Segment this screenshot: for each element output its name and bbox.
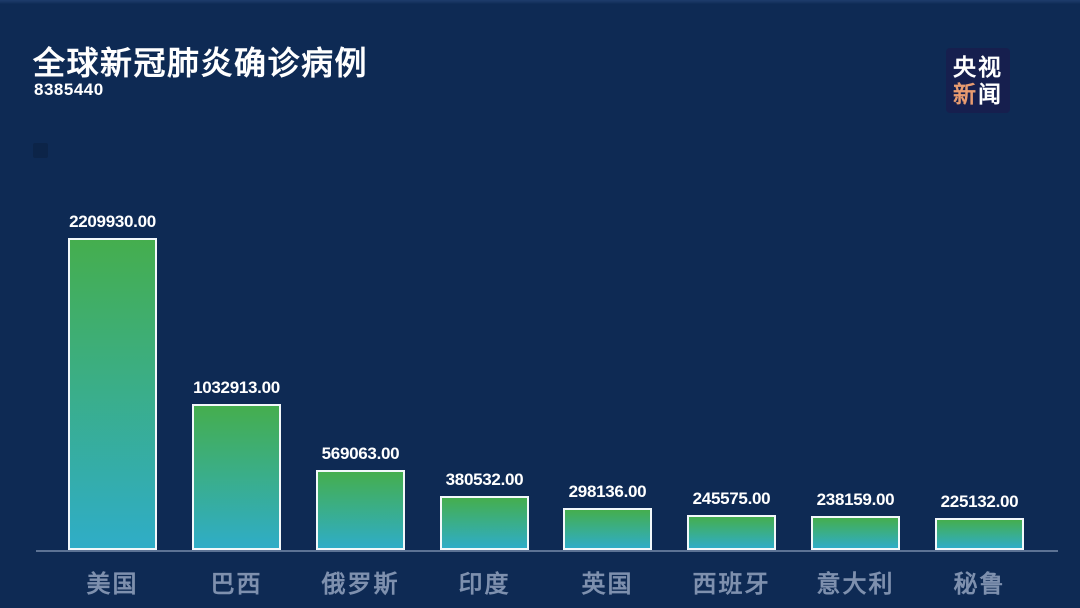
bar bbox=[192, 404, 281, 550]
bar-value-label: 2209930.00 bbox=[69, 212, 156, 231]
logo-char-xin: 新 bbox=[953, 80, 978, 107]
category-label: 西班牙 bbox=[692, 571, 771, 598]
category-label: 意大利 bbox=[816, 571, 895, 598]
top-edge-highlight bbox=[0, 0, 1080, 4]
faint-watermark bbox=[33, 143, 48, 158]
bar-value-label: 380532.00 bbox=[445, 470, 524, 489]
logo-char-shi: 视 bbox=[978, 53, 1003, 80]
bar-value-label: 225132.00 bbox=[940, 492, 1019, 511]
x-axis-line bbox=[36, 550, 1058, 552]
bar bbox=[563, 508, 652, 550]
bar bbox=[316, 470, 405, 550]
bar bbox=[935, 518, 1024, 550]
category-label: 巴西 bbox=[210, 571, 263, 598]
category-label: 英国 bbox=[581, 571, 634, 598]
total-count: 8385440 bbox=[34, 80, 104, 99]
logo-char-yang: 央 bbox=[953, 53, 978, 80]
bar bbox=[687, 515, 776, 550]
bar bbox=[811, 516, 900, 550]
logo-line-1: 央视 bbox=[953, 54, 1003, 81]
page-title: 全球新冠肺炎确诊病例 bbox=[33, 45, 369, 81]
bar-value-label: 245575.00 bbox=[692, 489, 771, 508]
logo-char-wen: 闻 bbox=[978, 80, 1003, 107]
cctv-news-logo: 央视 新闻 bbox=[946, 48, 1010, 113]
bar-value-label: 569063.00 bbox=[321, 444, 400, 463]
bar bbox=[440, 496, 529, 550]
bar-value-label: 1032913.00 bbox=[193, 378, 280, 397]
logo-line-2: 新闻 bbox=[953, 81, 1003, 108]
category-label: 俄罗斯 bbox=[321, 571, 400, 598]
bar bbox=[68, 238, 157, 550]
category-label: 美国 bbox=[86, 571, 139, 598]
bar-value-label: 238159.00 bbox=[816, 490, 895, 509]
bar-value-label: 298136.00 bbox=[568, 482, 647, 501]
category-label: 印度 bbox=[458, 571, 511, 598]
category-label: 秘鲁 bbox=[953, 571, 1006, 598]
